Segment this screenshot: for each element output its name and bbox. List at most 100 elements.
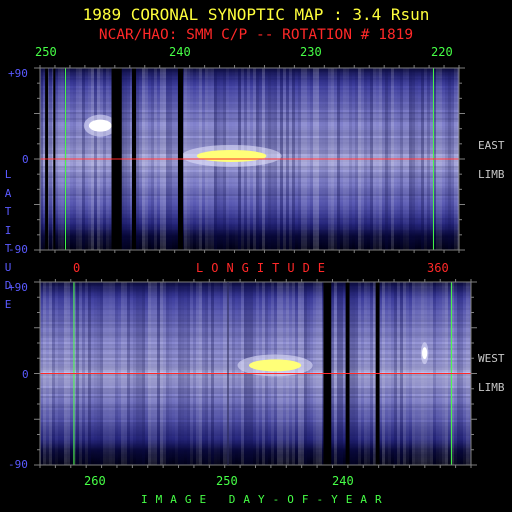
heatmap-band [40,210,459,212]
heatmap-band [40,104,459,106]
heatmap-band [40,342,471,344]
heatmap-band [40,172,459,174]
heatmap-band [40,84,459,86]
heatmap-band [40,396,471,398]
heatmap-band [40,132,459,134]
heatmap-band [40,460,471,462]
heatmap-band [40,128,459,130]
heatmap-band [40,286,471,288]
heatmap-band [40,174,459,176]
heatmap-band [40,204,459,206]
heatmap-band [40,142,459,144]
heatmap-band [40,106,459,108]
heatmap-band [40,116,459,118]
heatmap-band [40,288,471,290]
heatmap-band [40,328,471,330]
heatmap-band [40,344,471,346]
heatmap-band [40,134,459,136]
heatmap-band [40,246,459,248]
heatmap-band [40,382,471,384]
heatmap-band [40,94,459,96]
latitude-letter: U [4,260,12,274]
heatmap-band [40,220,459,222]
heatmap-band [40,398,471,400]
heatmap-band [40,192,459,194]
heatmap-band [40,244,459,246]
heatmap-band [40,346,471,348]
heatmap-band [40,438,471,440]
heatmap-band [40,226,459,228]
heatmap-band [40,112,459,114]
heatmap-band [40,90,459,92]
p1-ytick-top: +90 [8,67,28,80]
heatmap-band [40,384,471,386]
heatmap-band [40,432,471,434]
top-tick-240: 240 [169,45,191,59]
p1-ytick-mid: 0 [22,153,29,166]
top-tick-250: 250 [35,45,57,59]
latitude-letter: A [4,186,12,200]
heatmap-band [40,348,471,350]
heatmap-band [40,282,471,284]
heatmap-band [40,388,471,390]
heatmap-band [40,406,471,408]
heatmap-band [40,78,459,80]
heatmap-band [40,456,471,458]
p1-ytick-bot: -90 [8,243,28,256]
heatmap-band [40,296,471,298]
latitude-letter: L [4,168,12,181]
doy-tick-240: 240 [332,474,354,488]
heatmap-band [40,414,471,416]
heatmap-band [40,76,459,78]
heatmap-band [40,234,459,236]
heatmap-band [40,240,459,242]
heatmap-band [40,138,459,140]
heatmap-band [40,196,459,198]
doy-axis-label: IMAGE DAY-OF-YEAR [141,493,390,506]
latitude-letter: T [4,242,12,255]
heatmap-band [40,222,459,224]
heatmap-band [40,338,471,340]
heatmap-band [40,430,471,432]
heatmap-band [40,426,471,428]
heatmap-band [40,404,471,406]
heatmap-band [40,292,471,294]
p2-ytick-bot: -90 [8,458,28,471]
p2-ytick-mid: 0 [22,368,29,381]
heatmap-band [40,310,471,312]
heatmap-band [40,446,471,448]
heatmap-band [40,216,459,218]
heatmap-band [40,428,471,430]
heatmap-band [40,450,471,452]
heatmap-band [40,236,459,238]
west-label: WEST [478,352,505,365]
heatmap-band [40,380,471,382]
heatmap-band [40,118,459,120]
feature-core [196,149,267,162]
heatmap-band [40,318,471,320]
heatmap-band [40,444,471,446]
top-tick-230: 230 [300,45,322,59]
heatmap-band [40,306,471,308]
heatmap-band [40,308,471,310]
heatmap-band [40,454,471,456]
heatmap-band [40,312,471,314]
heatmap-band [40,100,459,102]
heatmap-band [40,322,471,324]
heatmap-band [40,408,471,410]
doy-tick-250: 250 [216,474,238,488]
heatmap-band [40,298,471,300]
heatmap-band [40,82,459,84]
heatmap-band [40,208,459,210]
heatmap-band [40,88,459,90]
heatmap-band [40,184,459,186]
heatmap-band [40,72,459,74]
heatmap-band [40,228,459,230]
lon-tick-0: 0 [73,261,81,275]
heatmap-band [40,224,459,226]
longitude-axis-label: LONGITUDE [196,261,334,275]
heatmap-band [40,212,459,214]
feature-core [248,359,302,372]
